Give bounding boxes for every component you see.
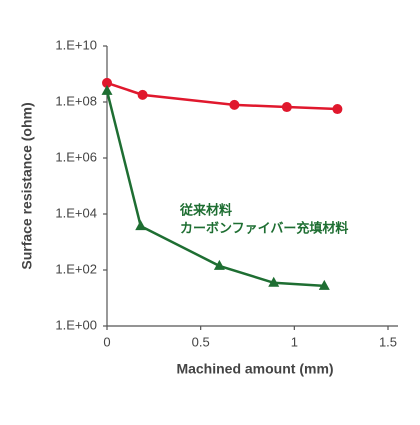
marker	[213, 259, 225, 270]
marker	[318, 279, 330, 290]
x-tick-label: 1	[291, 334, 298, 349]
annotation: カーボンファイバー充填材料	[180, 220, 348, 235]
marker	[101, 84, 113, 95]
marker	[281, 102, 292, 113]
marker	[332, 104, 343, 115]
marker	[229, 99, 240, 110]
annotation: 従来材料	[179, 202, 232, 217]
x-tick-label: 0	[103, 334, 110, 349]
y-tick-label: 1.E+04	[55, 205, 97, 220]
x-tick-label: 0.5	[192, 334, 210, 349]
x-tick-label: 1.5	[379, 334, 397, 349]
marker	[102, 77, 112, 88]
y-tick-label: 1.E+06	[55, 149, 97, 164]
marker	[268, 276, 280, 287]
y-tick-label: 1.E+08	[55, 93, 97, 108]
y-tick-label: 1.E+10	[55, 37, 97, 52]
y-tick-label: 1.E+02	[55, 261, 97, 276]
x-axis-label: Machined amount (mm)	[176, 361, 333, 377]
marker	[137, 89, 148, 100]
series-line	[105, 90, 325, 288]
y-tick-label: 1.E+00	[55, 317, 97, 332]
y-axis-label: Surface resistance (ohm)	[19, 102, 35, 269]
marker	[135, 220, 147, 231]
